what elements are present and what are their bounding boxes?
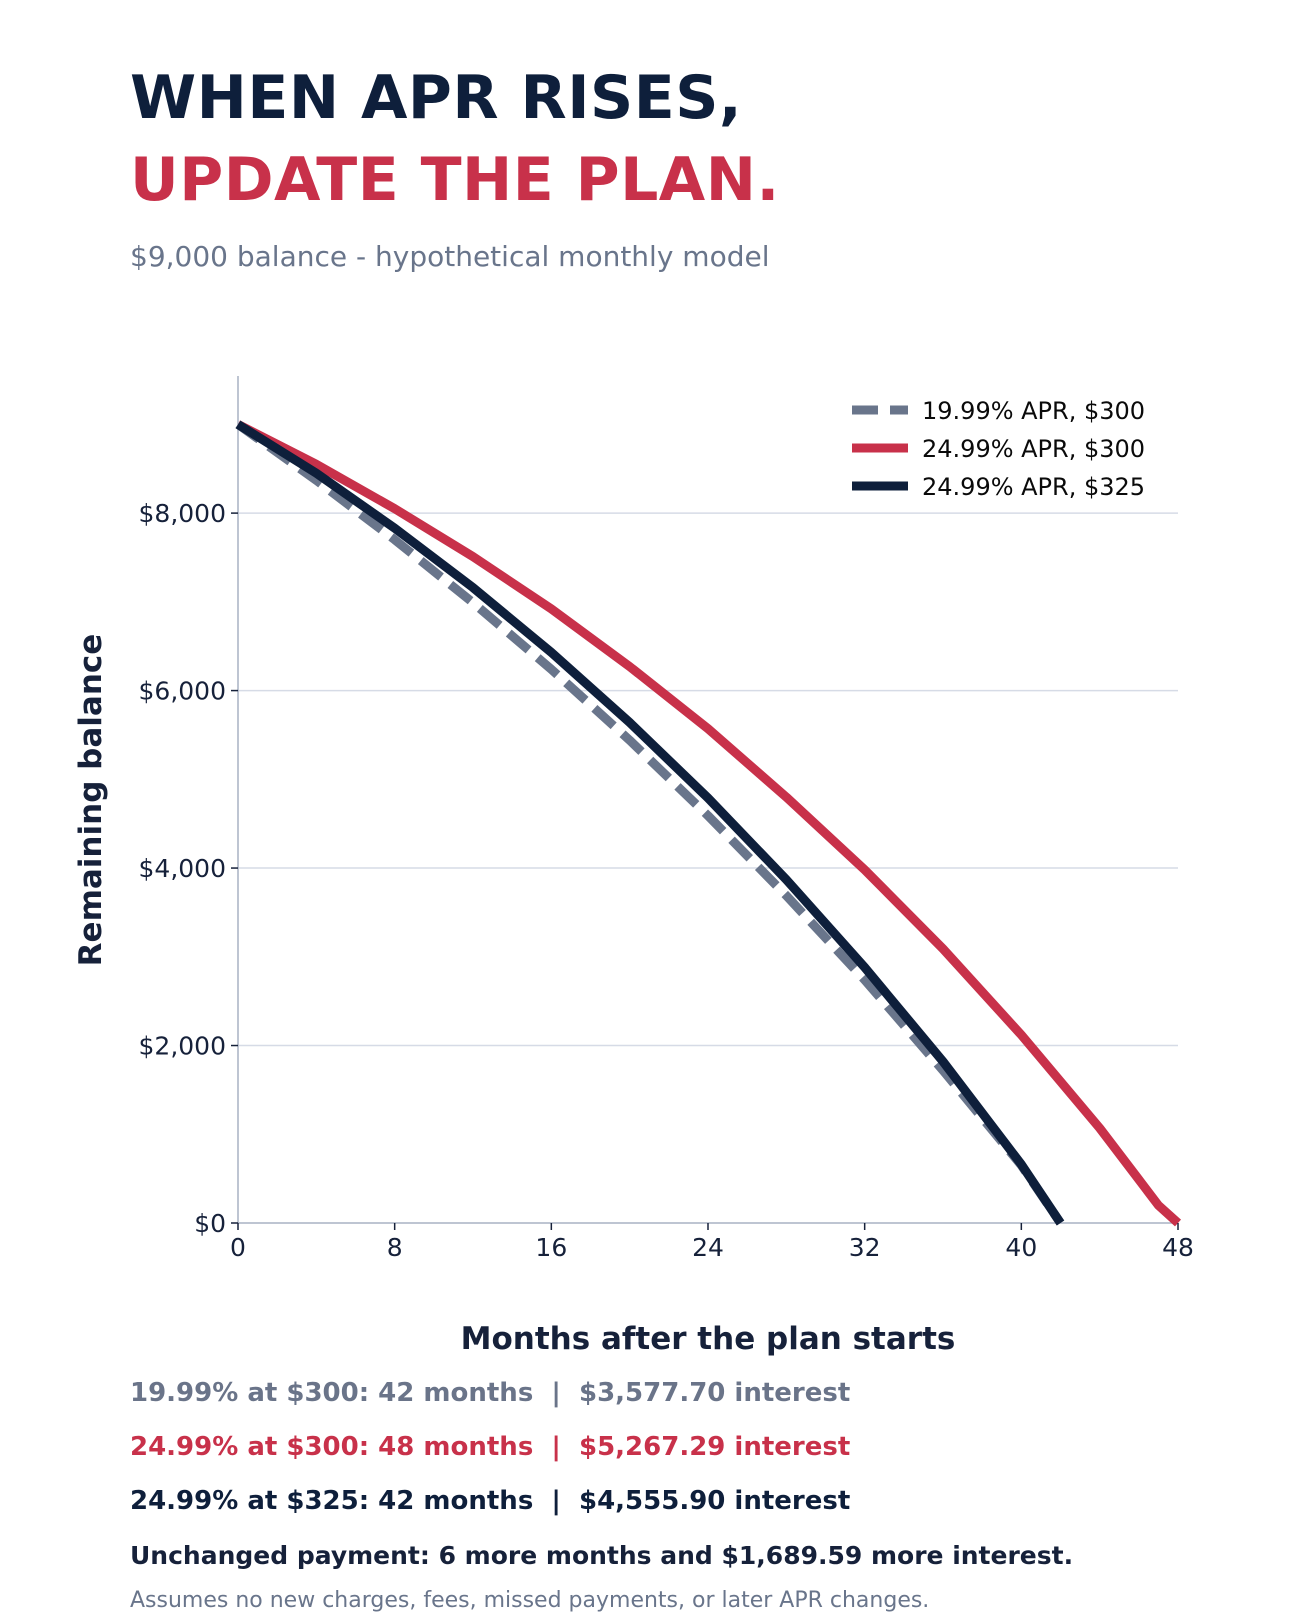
title-line-2: UPDATE THE PLAN. — [130, 145, 780, 215]
x-tick-label: 16 — [535, 1233, 567, 1262]
y-tick-label: $2,000 — [139, 1032, 226, 1061]
y-axis-label: Remaining balance — [73, 634, 109, 967]
tick-labels: $0 $2,000 $4,000 $6,000 $8,000 0 8 16 24 32 40 48 — [139, 499, 1194, 1262]
balance-chart: $0 $2,000 $4,000 $6,000 $8,000 0 8 16 24 32 40 48 1… — [73, 376, 1194, 1357]
summary-line-2499-300: 24.99% at $300: 48 months | $5,267.29 in… — [130, 1432, 851, 1462]
subtitle: $9,000 balance - hypothetical monthly mo… — [130, 240, 770, 273]
x-tick-label: 24 — [692, 1233, 724, 1262]
title-line-1: WHEN APR RISES, — [130, 63, 743, 133]
grid-lines — [238, 512, 1178, 1047]
legend-label: 24.99% APR, $300 — [922, 435, 1145, 463]
legend: 19.99% APR, $300 24.99% APR, $300 24.99% A… — [852, 397, 1145, 501]
x-axis-label: Months after the plan starts — [461, 1321, 956, 1357]
y-tick-label: $0 — [194, 1209, 226, 1238]
series-lines — [235, 420, 1182, 1227]
y-tick-label: $6,000 — [139, 677, 226, 706]
x-tick-label: 48 — [1162, 1233, 1194, 1262]
x-tick-label: 0 — [230, 1233, 246, 1262]
y-tick-label: $4,000 — [139, 854, 226, 883]
conclusion: Unchanged payment: 6 more months and $1,… — [130, 1541, 1074, 1570]
summary-line-2499-325: 24.99% at $325: 42 months | $4,555.90 in… — [130, 1486, 851, 1516]
legend-label: 19.99% APR, $300 — [922, 397, 1145, 425]
x-tick-label: 40 — [1005, 1233, 1037, 1262]
series-line — [235, 420, 1182, 1227]
summary-line-1999-300: 19.99% at $300: 42 months | $3,577.70 in… — [130, 1378, 851, 1408]
series-line — [235, 420, 1065, 1226]
series-line — [235, 420, 1065, 1226]
x-tick-label: 32 — [849, 1233, 881, 1262]
x-tick-label: 8 — [387, 1233, 403, 1262]
y-tick-label: $8,000 — [139, 499, 226, 528]
footnote: Assumes no new charges, fees, missed pay… — [130, 1588, 930, 1613]
legend-label: 24.99% APR, $325 — [922, 473, 1145, 501]
